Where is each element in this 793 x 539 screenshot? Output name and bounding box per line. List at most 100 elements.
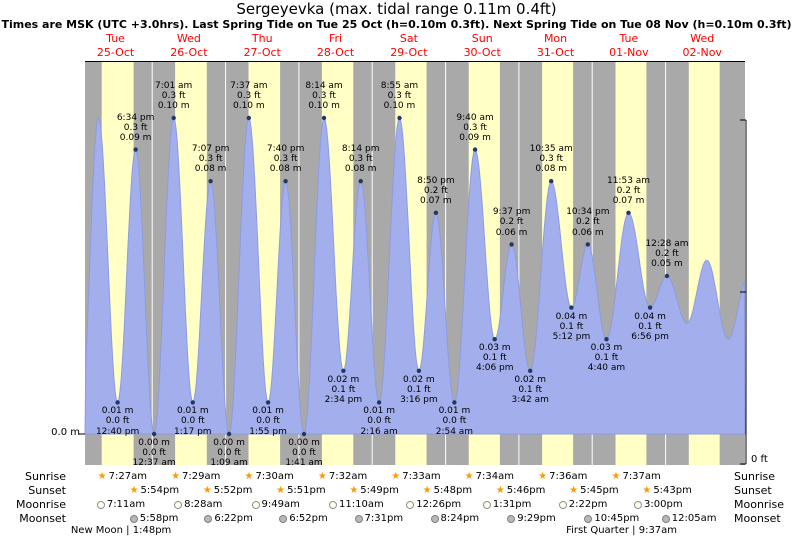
moonset-time: 6:22pm: [204, 512, 253, 525]
left-axis-label: 0.0 m: [51, 427, 80, 438]
moonset-time-text: 12:05am: [671, 513, 717, 524]
low-tide-label: 0.00 m 0.0 ft 1:09 am: [210, 438, 248, 469]
sunrise-time-text: 7:34am: [475, 471, 514, 482]
high-tide-label: 7:07 pm 0.3 ft 0.08 m: [191, 144, 230, 175]
sunrise-time: ★ 7:29am: [171, 470, 220, 483]
sunrise-time: ★ 7:34am: [465, 470, 514, 483]
sunrise-time: ★ 7:30am: [244, 470, 293, 483]
tide-extreme-dot: [171, 115, 176, 121]
almanac-row-label-right: Sunrise: [734, 470, 776, 483]
moonset-time: 9:29pm: [507, 512, 556, 525]
day-header: Fri 28-Oct: [316, 32, 355, 59]
sunrise-star-icon: ★: [611, 470, 621, 482]
moonset-time-text: 8:24pm: [440, 513, 480, 524]
almanac-row-label-left: Moonset: [19, 512, 66, 525]
tide-extreme-dot: [509, 242, 514, 247]
tide-extreme-dot: [604, 337, 609, 342]
sunrise-star-icon: ★: [391, 470, 401, 482]
moonrise-icon: [96, 500, 105, 509]
low-tide-label: 0.03 m 0.1 ft 4:40 am: [587, 343, 626, 374]
moonrise-time-text: 11:10am: [339, 499, 384, 510]
sunset-time-text: 5:52pm: [213, 485, 253, 496]
moon-phase-note: New Moon | 1:48pm: [70, 525, 172, 536]
tide-extreme-dot: [397, 115, 402, 121]
high-tide-label: 9:37 pm 0.2 ft 0.06 m: [492, 207, 531, 238]
almanac-row-label-left: Sunrise: [24, 470, 66, 483]
chart-subtitle: Times are MSK (UTC +3.0hrs). Last Spring…: [1, 18, 792, 31]
tide-extreme-dot: [647, 305, 653, 310]
almanac-row-label-right: Moonrise: [734, 498, 784, 511]
low-tide-label: 0.01 m 0.0 ft 2:54 am: [435, 406, 474, 437]
day-header: Sat 29-Oct: [390, 32, 428, 59]
sunrise-time: ★ 7:32am: [318, 470, 367, 483]
moonrise-time: 7:11am: [96, 498, 146, 511]
sunrise-time: ★ 7:27am: [98, 470, 147, 483]
sunrise-time-text: 7:33am: [402, 471, 441, 482]
sunset-star-icon: ★: [569, 484, 579, 496]
high-tide-label: 7:40 pm 0.3 ft 0.08 m: [266, 144, 305, 175]
high-tide-label: 8:55 am 0.3 ft 0.10 m: [380, 81, 419, 112]
moonrise-time-text: 7:11am: [106, 499, 146, 510]
sunrise-time: ★ 7:37am: [611, 470, 660, 483]
low-tide-label: 0.02 m 0.1 ft 2:34 pm: [324, 374, 363, 405]
moonrise-time-text: 9:49am: [261, 499, 300, 510]
moonrise-time-text: 8:28am: [184, 499, 223, 510]
moonset-time-text: 10:45pm: [594, 513, 640, 524]
sunset-time-text: 5:48pm: [433, 485, 473, 496]
sunset-time-text: 5:49pm: [360, 485, 399, 496]
tide-extreme-dot: [301, 431, 307, 437]
moonset-time-text: 7:31pm: [364, 513, 404, 524]
day-header: Wed 26-Oct: [170, 32, 208, 59]
moonset-icon: [584, 514, 593, 523]
tide-extreme-dot: [376, 400, 382, 405]
tide-extreme-dot: [208, 179, 213, 184]
tide-extreme-dot: [528, 368, 533, 373]
tide-extreme-dot: [358, 179, 363, 184]
low-tide-label: 0.01 m 0.0 ft 1:55 pm: [249, 406, 287, 437]
moonrise-time-text: 1:31pm: [492, 499, 532, 510]
moonrise-icon: [634, 500, 643, 509]
sunset-star-icon: ★: [495, 484, 505, 496]
moonrise-icon: [558, 500, 567, 509]
moonrise-time-text: 2:22pm: [568, 499, 608, 510]
moonset-time: 8:24pm: [430, 512, 480, 525]
moonset-time: 12:05am: [661, 512, 717, 525]
sunset-star-icon: ★: [422, 484, 432, 496]
moonset-icon: [661, 514, 670, 523]
moonrise-time: 9:49am: [251, 498, 300, 511]
sunset-time-text: 5:43pm: [653, 485, 692, 496]
sunrise-star-icon: ★: [171, 470, 181, 482]
tide-extreme-dot: [321, 115, 327, 121]
moonset-time: 7:31pm: [354, 512, 404, 525]
tide-extreme-dot: [492, 337, 497, 342]
tide-extreme-dot: [472, 147, 478, 152]
sunset-time: ★ 5:49pm: [349, 484, 399, 497]
low-tide-label: 0.03 m 0.1 ft 4:06 pm: [475, 343, 514, 374]
sunrise-star-icon: ★: [244, 470, 254, 482]
moonrise-icon: [251, 500, 260, 509]
moonrise-time-text: 12:26pm: [416, 499, 462, 510]
almanac-row-label-right: Sunset: [734, 484, 772, 497]
tide-extreme-dot: [416, 368, 422, 373]
day-header: Sun 30-Oct: [463, 32, 501, 59]
tide-extreme-dot: [664, 273, 670, 279]
low-tide-label: 0.00 m 0.0 ft 1:41 am: [285, 438, 323, 469]
sunrise-time-text: 7:30am: [255, 471, 294, 482]
low-tide-label: 0.01 m 0.0 ft 2:16 am: [360, 406, 398, 437]
moonset-icon: [204, 514, 213, 523]
moon-phase-note: First Quarter | 9:37am: [566, 525, 678, 536]
low-tide-label: 0.02 m 0.1 ft 3:16 pm: [400, 374, 438, 405]
high-tide-label: 8:14 pm 0.3 ft 0.08 m: [341, 144, 380, 175]
moonset-time-text: 6:52pm: [289, 513, 328, 524]
day-header: Wed 02-Nov: [682, 32, 722, 59]
high-tide-label: 10:35 am 0.3 ft 0.08 m: [529, 144, 573, 175]
moonrise-icon: [482, 500, 491, 509]
sunset-time: ★ 5:45pm: [569, 484, 619, 497]
day-header: Thu 27-Oct: [243, 32, 281, 59]
moonset-icon: [279, 514, 288, 523]
sunrise-star-icon: ★: [97, 470, 107, 482]
tide-extreme-dot: [569, 305, 574, 310]
sunset-time: ★ 5:54pm: [130, 484, 180, 497]
sunset-time-text: 5:46pm: [506, 485, 546, 496]
